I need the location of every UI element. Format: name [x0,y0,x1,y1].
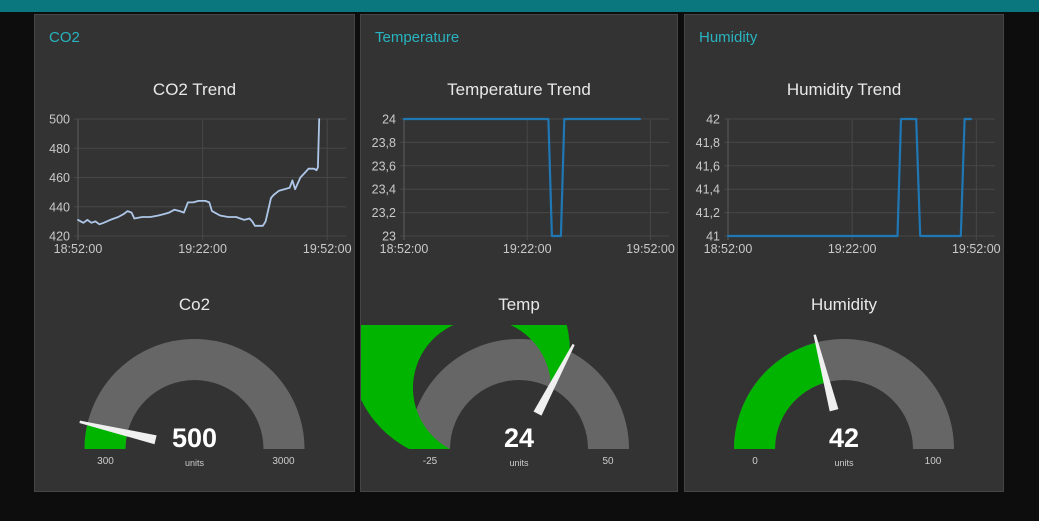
temperature-chart-title: Temperature Trend [447,80,591,99]
svg-text:19:22:00: 19:22:00 [503,242,552,255]
group-title-humidity: Humidity [699,29,758,46]
svg-text:23,6: 23,6 [372,159,396,173]
svg-text:19:22:00: 19:22:00 [178,242,227,255]
humidity-gauge-title: Humidity [810,295,878,314]
svg-text:23: 23 [382,230,396,244]
svg-text:440: 440 [49,200,70,214]
co2-gauge-title: Co2 [178,295,211,314]
svg-text:460: 460 [49,171,70,185]
svg-text:19:22:00: 19:22:00 [828,242,877,255]
svg-text:23,2: 23,2 [372,206,396,220]
svg-text:41,2: 41,2 [696,206,720,220]
co2-gauge-max-label: 3000 [272,456,295,467]
svg-text:23,8: 23,8 [372,136,396,150]
humidity-gauge-value: 42 [828,423,860,453]
co2-gauge-value: 500 [171,423,218,453]
top-header-bar [0,0,1039,12]
co2-chart-title: CO2 Trend [152,80,237,99]
svg-text:23,4: 23,4 [372,183,396,197]
humidity-gauge-min-label: 0 [752,456,758,467]
svg-text:42: 42 [706,113,720,127]
temperature-gauge-title: Temp [498,295,540,314]
co2-gauge-units-label: units [184,458,204,468]
svg-text:18:52:00: 18:52:00 [704,242,753,255]
svg-text:18:52:00: 18:52:00 [380,242,429,255]
co2-gauge [79,338,305,449]
svg-text:18:52:00: 18:52:00 [54,242,103,255]
group-title-co2: CO2 [49,29,80,46]
svg-text:480: 480 [49,142,70,156]
temperature-gauge-max-label: 50 [602,456,614,467]
panel-humidity: Humidity Humidity Trend 42 41,8 41,6 41,4 41… [684,14,1004,492]
temperature-gauge-value: 24 [503,423,535,453]
panel-co2: CO2 CO2 Trend 500 480 460 440 420 18:52:00 19:… [34,14,355,492]
co2-gauge-min-label: 300 [97,456,114,467]
temperature-gauge-units-label: units [509,458,529,468]
humidity-gauge [734,334,954,449]
svg-text:41,6: 41,6 [696,159,720,173]
humidity-chart-title: Humidity Trend [786,80,902,99]
humidity-gauge-units-label: units [834,458,854,468]
panel-temperature: Temperature Temperature Trend 24 23,8 23,6… [360,14,678,492]
svg-text:24: 24 [382,113,396,127]
svg-text:19:52:00: 19:52:00 [626,242,675,255]
svg-text:41: 41 [706,230,720,244]
svg-text:41,4: 41,4 [696,183,720,197]
svg-text:500: 500 [49,113,70,127]
svg-text:19:52:00: 19:52:00 [303,242,352,255]
humidity-gauge-max-label: 100 [924,456,942,467]
group-title-temperature: Temperature [375,29,460,46]
svg-text:420: 420 [49,230,70,244]
temperature-gauge-min-label: -25 [422,456,438,467]
temperature-gauge [361,325,629,449]
svg-text:19:52:00: 19:52:00 [952,242,1001,255]
svg-text:41,8: 41,8 [696,136,720,150]
